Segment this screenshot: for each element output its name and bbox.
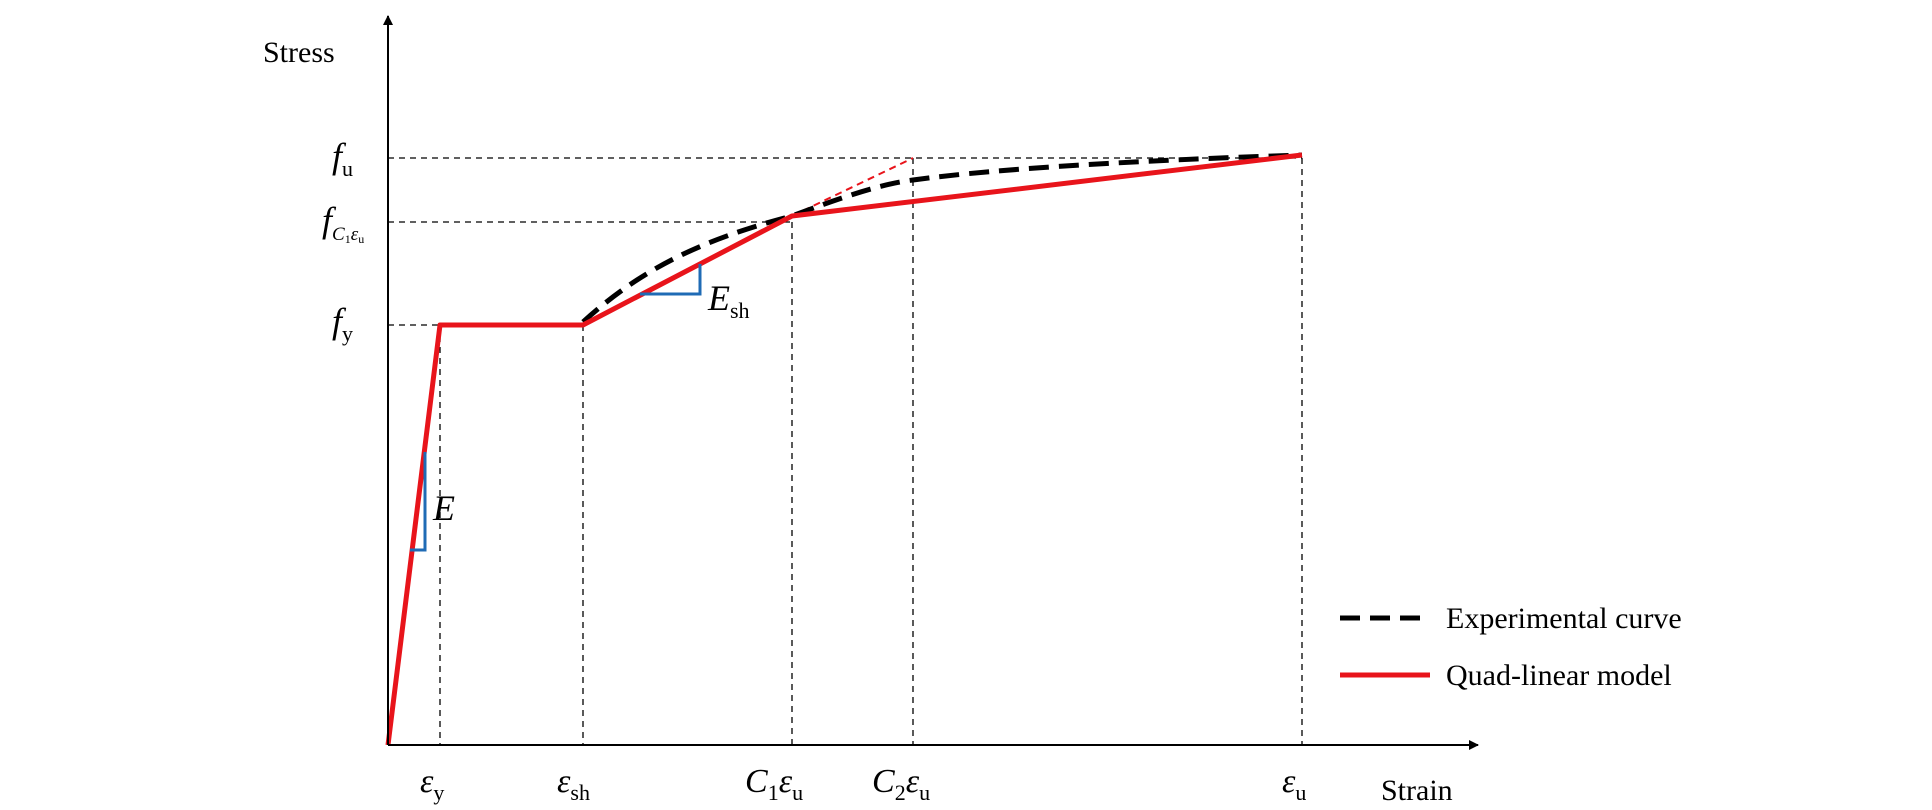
legend-model-label: Quad-linear model bbox=[1446, 659, 1672, 692]
c1eu-pre-sub: 1 bbox=[768, 780, 779, 805]
c2eu-label: C2εu bbox=[872, 763, 930, 805]
ey-base: ε bbox=[420, 763, 434, 800]
ey-label: εy bbox=[420, 763, 444, 805]
c1eu-base: ε bbox=[779, 763, 793, 800]
esh-base: ε bbox=[557, 763, 571, 800]
fu-label: fu bbox=[332, 136, 353, 181]
eu-label: εu bbox=[1282, 763, 1306, 805]
fc-subsub: 1 bbox=[345, 232, 351, 246]
fy-sub: y bbox=[342, 321, 353, 346]
elastic-slope-marker bbox=[410, 452, 427, 552]
fc-label: fC1εu bbox=[322, 200, 364, 246]
E-base: E bbox=[432, 488, 455, 528]
c2eu-pre-sub: 2 bbox=[895, 780, 906, 805]
ey-sub: y bbox=[433, 780, 444, 805]
c1eu-sub: u bbox=[792, 780, 803, 805]
fc-sub: C bbox=[332, 224, 345, 245]
guide-lines bbox=[388, 157, 1303, 745]
Esh-sub: sh bbox=[730, 298, 750, 323]
c2eu-base: ε bbox=[906, 763, 920, 800]
fy-label: fy bbox=[332, 301, 353, 346]
c2eu-sub: u bbox=[919, 780, 930, 805]
c1eu-label: C1εu bbox=[745, 763, 803, 805]
legend: Experimental curve Quad-linear model bbox=[1340, 602, 1682, 692]
legend-experimental-label: Experimental curve bbox=[1446, 602, 1682, 635]
quad-linear-model-line bbox=[385, 152, 1303, 746]
esh-sub: sh bbox=[570, 780, 590, 805]
experimental-curve bbox=[581, 152, 1303, 324]
fc-sub2: ε bbox=[351, 224, 359, 245]
esh-label: εsh bbox=[557, 763, 590, 805]
y-axis-label: Stress bbox=[263, 36, 335, 69]
model-extrapolation-line bbox=[791, 157, 914, 217]
c1eu-pre: C bbox=[745, 763, 768, 800]
x-axis-label: Strain bbox=[1381, 774, 1453, 807]
hardening-slope-marker bbox=[640, 264, 702, 296]
hardening-modulus-label: Esh bbox=[707, 278, 750, 323]
eu-base: ε bbox=[1282, 763, 1296, 800]
fu-sub: u bbox=[342, 156, 353, 181]
c2eu-pre: C bbox=[872, 763, 895, 800]
elastic-modulus-label: E bbox=[432, 488, 455, 528]
Esh-base: E bbox=[707, 278, 730, 318]
fc-sub2sub: u bbox=[358, 232, 364, 246]
eu-sub: u bbox=[1295, 780, 1306, 805]
